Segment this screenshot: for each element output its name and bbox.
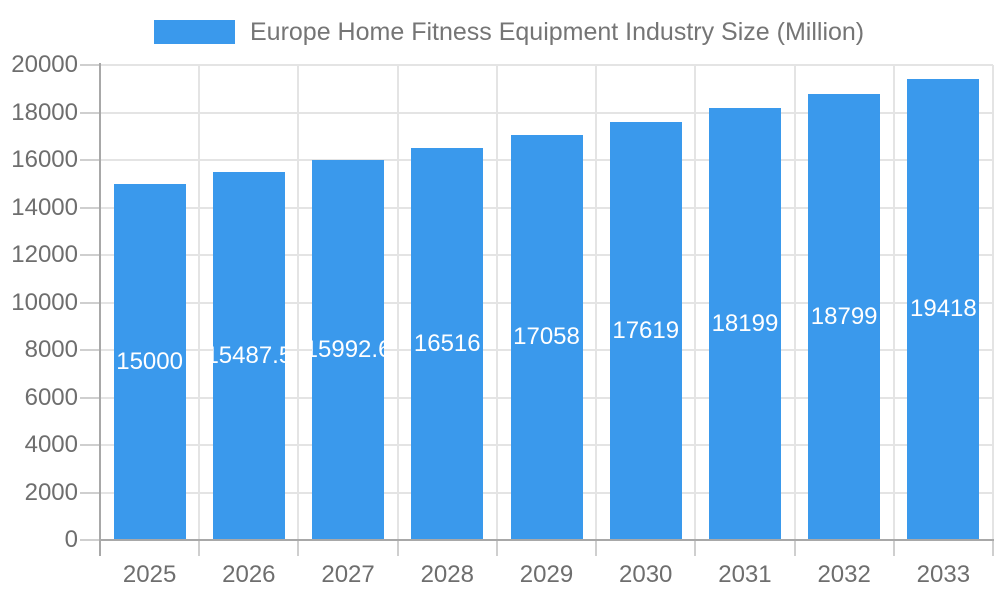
gridline-vertical — [892, 65, 895, 540]
x-axis-tick — [198, 540, 201, 556]
y-axis-line — [99, 63, 101, 556]
y-axis-label: 18000 — [11, 98, 78, 126]
bar-value-label: 17619 — [612, 316, 680, 344]
y-axis-tick — [80, 491, 100, 494]
bar-2031[interactable]: 18199 — [708, 107, 781, 540]
gridline-vertical — [198, 65, 201, 540]
gridline-horizontal — [100, 64, 993, 66]
bar-value-label: 18199 — [711, 309, 779, 337]
y-axis-label: 2000 — [24, 478, 78, 506]
legend-swatch — [154, 20, 235, 44]
x-axis-label-2031: 2031 — [718, 561, 772, 588]
legend-item[interactable]: Europe Home Fitness Equipment Industry S… — [154, 18, 865, 46]
bar-2028[interactable]: 16516 — [411, 147, 484, 540]
x-axis-tick — [694, 540, 697, 556]
y-axis-tick — [80, 111, 100, 114]
y-axis-label: 12000 — [11, 241, 78, 268]
bar-value-label: 17058 — [513, 323, 580, 351]
y-axis-tick — [80, 206, 100, 209]
x-axis-tick — [595, 540, 598, 556]
gridline-vertical — [793, 65, 796, 540]
gridline-vertical — [694, 65, 697, 540]
bar-2029[interactable]: 17058 — [510, 134, 583, 540]
y-axis-label: 4000 — [24, 431, 78, 458]
x-axis-tick — [992, 540, 994, 556]
x-axis-tick — [297, 540, 300, 556]
bar-value-label: 15992.6 — [312, 336, 384, 364]
gridline-vertical — [992, 65, 994, 540]
x-axis-label-2027: 2027 — [321, 561, 375, 588]
x-axis-label-2028: 2028 — [420, 561, 474, 588]
gridline-horizontal — [100, 111, 993, 114]
y-axis-label: 8000 — [24, 336, 78, 363]
y-axis-tick — [80, 539, 100, 541]
bar-2025[interactable]: 15000 — [113, 183, 186, 540]
y-axis-label: 16000 — [11, 146, 78, 173]
bar-2033[interactable]: 19418 — [907, 78, 980, 540]
y-axis-label: 10000 — [11, 288, 78, 316]
x-axis-line — [99, 539, 994, 541]
y-axis-label: 0 — [64, 526, 78, 553]
y-axis-tick — [80, 301, 100, 304]
bar-value-label: 15000 — [116, 347, 183, 375]
bar-value-label: 19418 — [910, 295, 977, 323]
bar-value-label: 15487.5 — [213, 342, 285, 370]
y-axis-tick — [80, 349, 100, 351]
x-axis-label-2029: 2029 — [519, 561, 574, 588]
x-axis-tick — [892, 540, 895, 556]
bar-2032[interactable]: 18799 — [808, 93, 881, 540]
gridline-vertical — [396, 65, 399, 540]
bar-2026[interactable]: 15487.5 — [212, 172, 285, 540]
bar-2027[interactable]: 15992.6 — [312, 160, 385, 540]
x-axis-label-2030: 2030 — [619, 561, 673, 588]
y-axis-label: 6000 — [24, 383, 78, 411]
x-axis-tick — [495, 540, 498, 556]
gridline-vertical — [495, 65, 498, 540]
x-axis-tick — [793, 540, 796, 556]
y-axis-label: 14000 — [11, 193, 78, 221]
gridline-vertical — [595, 65, 598, 540]
y-axis-tick — [80, 254, 100, 256]
legend-title: Europe Home Fitness Equipment Industry S… — [250, 18, 865, 46]
y-axis-label: 20000 — [11, 51, 78, 78]
x-axis-label-2032: 2032 — [817, 561, 871, 588]
x-axis-tick — [396, 540, 399, 556]
y-axis-tick — [80, 396, 100, 399]
y-axis-tick — [80, 444, 100, 446]
y-axis-tick — [80, 159, 100, 161]
x-axis-label-2025: 2025 — [122, 561, 177, 588]
bar-value-label: 16516 — [413, 329, 481, 357]
bar-2030[interactable]: 17619 — [609, 121, 682, 540]
bar-value-label: 18799 — [810, 302, 878, 330]
x-axis-label-2033: 2033 — [916, 561, 971, 588]
y-axis-tick — [80, 64, 100, 66]
gridline-vertical — [297, 65, 300, 540]
x-axis-label-2026: 2026 — [222, 561, 276, 588]
